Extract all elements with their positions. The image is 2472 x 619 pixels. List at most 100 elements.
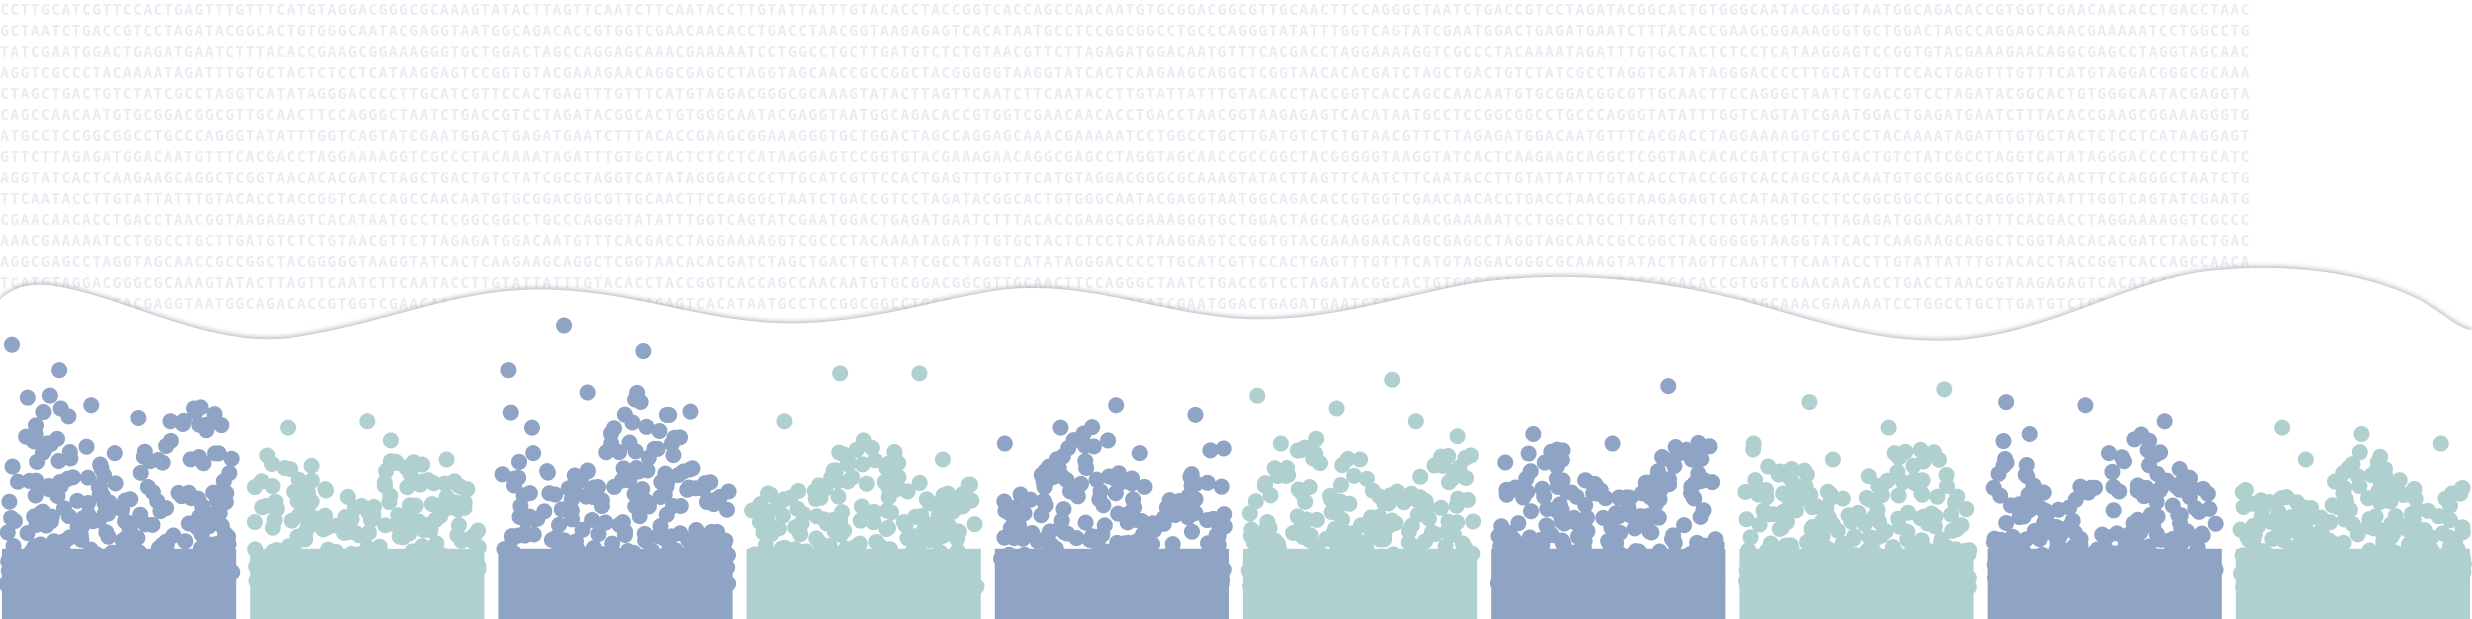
outlier-point xyxy=(2100,445,2117,462)
data-point xyxy=(410,513,427,530)
data-point xyxy=(329,577,346,594)
sequence-line: CGAACAACACCTGACCTAACGGTAAGAGAGTCACATAATG… xyxy=(0,211,2251,229)
data-point xyxy=(1088,471,1105,488)
data-point xyxy=(1376,495,1393,512)
data-point xyxy=(165,527,182,544)
outlier-point xyxy=(579,384,596,401)
data-point xyxy=(911,474,928,491)
data-point xyxy=(1931,451,1948,468)
data-point xyxy=(286,571,303,588)
data-point xyxy=(652,518,669,535)
data-point xyxy=(1297,493,1314,510)
data-point xyxy=(966,516,983,533)
data-point xyxy=(1912,510,1929,527)
data-point xyxy=(1752,571,1769,588)
data-point xyxy=(1390,576,1407,593)
outlier-point xyxy=(500,362,517,379)
data-point xyxy=(64,469,81,486)
data-point xyxy=(85,513,102,530)
data-point xyxy=(2335,548,2352,565)
data-point xyxy=(247,541,264,558)
data-point xyxy=(206,406,223,423)
data-point xyxy=(597,514,614,531)
data-point xyxy=(150,451,167,468)
data-point xyxy=(1520,445,1537,462)
data-point xyxy=(789,500,806,517)
data-point xyxy=(594,546,611,563)
outlier-point xyxy=(2274,419,2291,436)
outlier-point xyxy=(2377,461,2394,478)
data-point xyxy=(1798,534,1815,551)
data-point xyxy=(1738,562,1755,579)
data-point xyxy=(369,543,386,560)
data-point xyxy=(2344,456,2361,473)
data-point xyxy=(1420,578,1437,595)
data-point xyxy=(1247,493,1264,510)
data-point xyxy=(1346,467,1363,484)
data-point xyxy=(174,556,191,573)
data-point xyxy=(1271,541,1288,558)
data-point xyxy=(1060,577,1077,594)
data-point xyxy=(895,513,912,530)
data-point xyxy=(1266,460,1283,477)
data-point xyxy=(1457,450,1474,467)
data-point xyxy=(651,422,668,439)
data-point xyxy=(1685,489,1702,506)
data-point xyxy=(1597,578,1614,595)
data-point xyxy=(107,475,124,492)
data-point xyxy=(391,528,408,545)
data-point xyxy=(1302,527,1319,544)
data-point xyxy=(1262,487,1279,504)
data-point xyxy=(1868,530,1885,547)
outlier-point xyxy=(4,336,20,353)
data-point xyxy=(2065,538,2082,555)
outlier-point xyxy=(776,413,793,430)
data-point xyxy=(1,493,18,510)
data-point xyxy=(858,475,875,492)
outlier-point xyxy=(1660,378,1677,395)
data-point xyxy=(45,533,62,550)
data-point xyxy=(867,452,884,469)
data-point xyxy=(1387,515,1404,532)
data-point xyxy=(596,563,613,580)
data-point xyxy=(180,515,197,532)
data-point xyxy=(1995,433,2012,450)
data-point xyxy=(2098,528,2115,545)
data-point xyxy=(432,507,449,524)
data-point xyxy=(246,514,263,531)
data-point xyxy=(521,558,538,575)
data-point xyxy=(686,541,703,558)
data-point xyxy=(224,564,241,581)
data-point xyxy=(1577,497,1594,514)
data-point xyxy=(1558,483,1575,500)
data-point xyxy=(1531,574,1548,591)
data-point xyxy=(1167,506,1184,523)
outlier-point xyxy=(303,457,320,474)
data-point xyxy=(2207,515,2224,532)
data-point xyxy=(1926,518,1943,535)
data-point xyxy=(746,546,763,563)
data-point xyxy=(1016,546,1033,563)
data-point xyxy=(1429,563,1446,580)
data-point xyxy=(27,487,44,504)
data-point xyxy=(1137,542,1154,559)
data-point xyxy=(1554,532,1571,549)
data-point xyxy=(1126,499,1143,516)
data-point xyxy=(1119,568,1136,585)
data-point xyxy=(1890,487,1907,504)
data-point xyxy=(661,554,678,571)
data-point xyxy=(330,548,347,565)
data-point xyxy=(695,480,712,497)
data-point xyxy=(1556,515,1573,532)
chromosome-group-3 xyxy=(494,317,737,619)
data-point xyxy=(1916,571,1933,588)
sequence-line: GCTAATCTGACCGTCCTAGATACGGCACTGTGGGCAATAC… xyxy=(0,22,2251,40)
data-point xyxy=(132,506,149,523)
outlier-point xyxy=(832,365,849,382)
data-point xyxy=(360,524,377,541)
data-point xyxy=(1895,578,1912,595)
data-point xyxy=(2089,541,2106,558)
data-point xyxy=(135,448,152,465)
data-point xyxy=(1811,547,1828,564)
data-point xyxy=(1745,548,1762,565)
